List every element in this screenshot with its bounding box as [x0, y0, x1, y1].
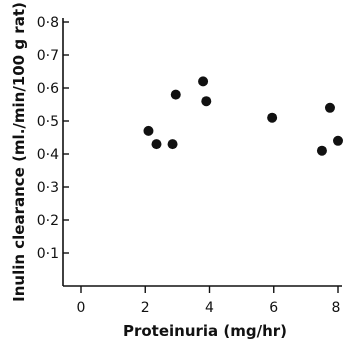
y-tick-label: 0·8	[37, 15, 59, 31]
data-point	[143, 125, 154, 136]
x-tick-label: 8	[332, 300, 341, 316]
y-tick-label: 0·2	[37, 213, 59, 229]
data-point	[201, 96, 212, 107]
x-axis-title: Proteinuria (mg/hr)	[123, 322, 287, 340]
x-tick-label: 2	[141, 300, 150, 316]
y-axis-title: Inulin clearance (ml./min/100 g rat)	[10, 2, 28, 302]
data-point	[324, 102, 335, 113]
data-point	[198, 76, 209, 87]
x-tick-label: 0	[77, 300, 86, 316]
y-tick-label: 0·4	[37, 147, 59, 163]
data-point	[267, 112, 278, 123]
x-tick-label: 6	[269, 300, 278, 316]
data-points	[143, 76, 343, 156]
y-tick-label: 0·1	[37, 246, 59, 262]
x-ticks: 0 2 4 6 8	[77, 286, 341, 316]
data-point	[151, 139, 162, 150]
y-tick-label: 0·7	[37, 48, 59, 64]
y-tick-label: 0·5	[37, 114, 59, 130]
data-point	[170, 89, 181, 100]
x-tick-label: 4	[205, 300, 214, 316]
data-point	[316, 145, 327, 156]
y-ticks: 0·1 0·2 0·3 0·4 0·5 0·6 0·7 0·8	[37, 15, 69, 262]
y-tick-label: 0·6	[37, 81, 59, 97]
y-tick-label: 0·3	[37, 180, 59, 196]
data-point	[333, 135, 343, 146]
data-point	[167, 139, 178, 150]
